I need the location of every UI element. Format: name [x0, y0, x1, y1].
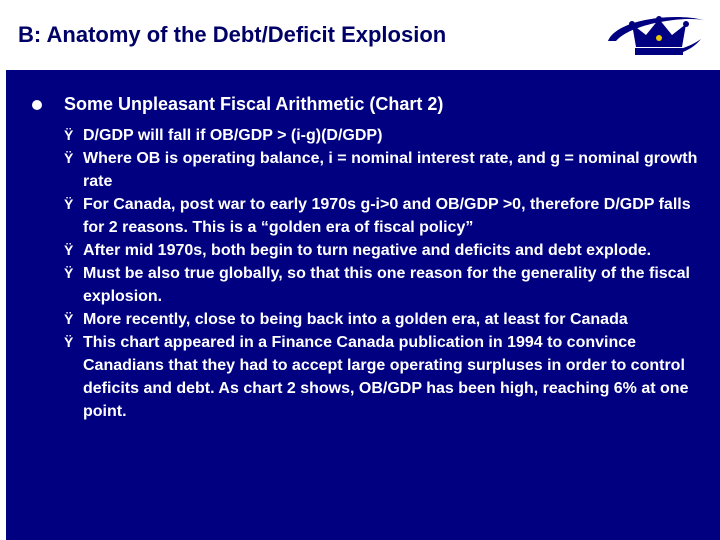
- list-item-text: For Canada, post war to early 1970s g-i>…: [83, 196, 691, 236]
- crown-logo-icon: [608, 16, 704, 55]
- sub-bullet-icon: Ÿ: [64, 311, 74, 327]
- list-item-text: After mid 1970s, both begin to turn nega…: [83, 242, 652, 259]
- sub-bullet-icon: Ÿ: [64, 242, 74, 258]
- list-item-text: Where OB is operating balance, i = nomin…: [83, 150, 698, 190]
- list-item-text: D/GDP will fall if OB/GDP > (i-g)(D/GDP): [83, 127, 383, 144]
- main-heading: Some Unpleasant Fiscal Arithmetic (Chart…: [64, 94, 444, 114]
- list-item: Ÿ For Canada, post war to early 1970s g-…: [64, 193, 704, 239]
- sub-bullet-icon: Ÿ: [64, 196, 74, 212]
- content-panel: Some Unpleasant Fiscal Arithmetic (Chart…: [6, 70, 720, 540]
- sub-items-list: Ÿ D/GDP will fall if OB/GDP > (i-g)(D/GD…: [64, 124, 704, 423]
- list-item-text: Must be also true globally, so that this…: [83, 265, 690, 305]
- sub-bullet-icon: Ÿ: [64, 265, 74, 281]
- list-item: Ÿ Where OB is operating balance, i = nom…: [64, 147, 704, 193]
- list-item: Ÿ More recently, close to being back int…: [64, 308, 704, 331]
- list-item: Ÿ D/GDP will fall if OB/GDP > (i-g)(D/GD…: [64, 124, 704, 147]
- sub-bullet-icon: Ÿ: [64, 150, 74, 166]
- slide-title: B: Anatomy of the Debt/Deficit Explosion: [18, 22, 447, 47]
- list-item: Ÿ After mid 1970s, both begin to turn ne…: [64, 239, 704, 262]
- list-item: Ÿ This chart appeared in a Finance Canad…: [64, 331, 704, 423]
- list-item: Ÿ Must be also true globally, so that th…: [64, 262, 704, 308]
- list-item-text: This chart appeared in a Finance Canada …: [83, 334, 689, 420]
- sub-bullet-icon: Ÿ: [64, 334, 74, 350]
- list-item-text: More recently, close to being back into …: [83, 311, 628, 328]
- title-band: B: Anatomy of the Debt/Deficit Explosion: [0, 0, 720, 68]
- sub-bullet-icon: Ÿ: [64, 127, 74, 143]
- main-bullet-icon: [32, 100, 42, 110]
